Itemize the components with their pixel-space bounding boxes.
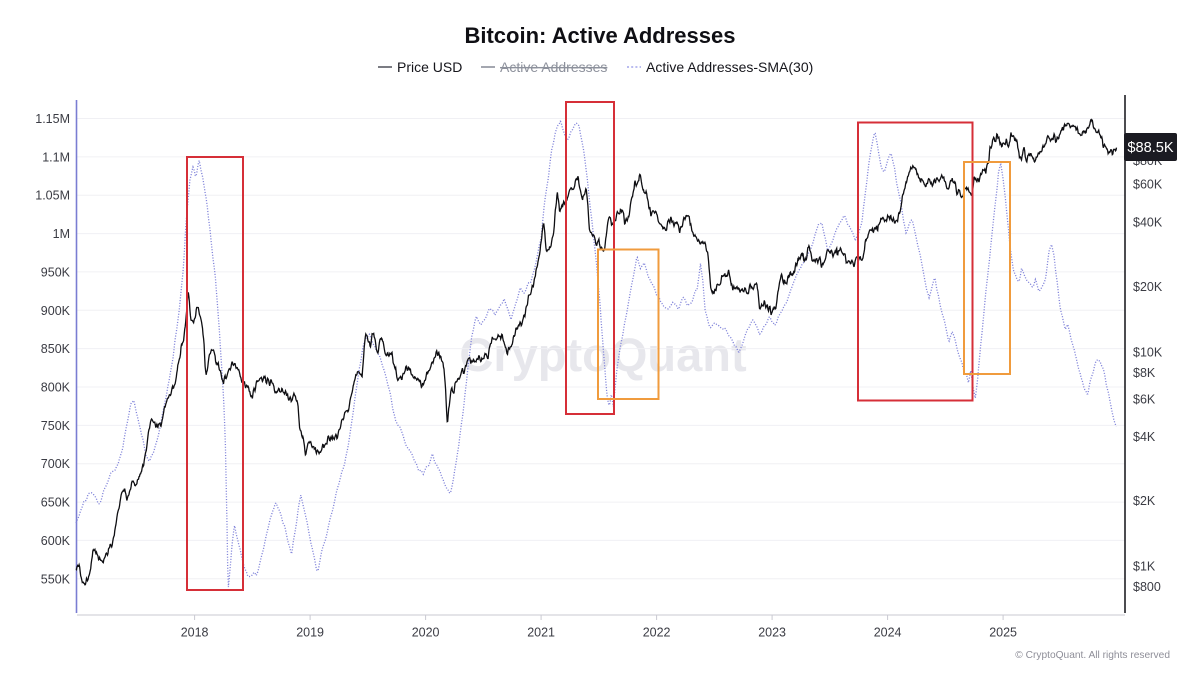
svg-text:2021: 2021 — [527, 626, 555, 640]
svg-text:700K: 700K — [41, 457, 71, 471]
svg-text:2019: 2019 — [296, 626, 324, 640]
svg-text:550K: 550K — [41, 572, 71, 586]
svg-text:1M: 1M — [53, 227, 70, 241]
svg-text:$800: $800 — [1133, 580, 1161, 594]
svg-text:$10K: $10K — [1133, 346, 1163, 360]
svg-text:650K: 650K — [41, 496, 71, 510]
svg-text:800K: 800K — [41, 381, 71, 395]
svg-text:900K: 900K — [41, 304, 71, 318]
svg-text:$8K: $8K — [1133, 366, 1156, 380]
svg-text:$20K: $20K — [1133, 280, 1163, 294]
svg-text:$4K: $4K — [1133, 430, 1156, 444]
svg-text:Price USD: Price USD — [397, 59, 462, 75]
svg-text:950K: 950K — [41, 265, 71, 279]
svg-text:Active Addresses: Active Addresses — [500, 59, 607, 75]
svg-text:Active Addresses-SMA(30): Active Addresses-SMA(30) — [646, 59, 813, 75]
svg-text:2018: 2018 — [181, 626, 209, 640]
svg-text:1.15M: 1.15M — [35, 112, 70, 126]
svg-text:$40K: $40K — [1133, 216, 1163, 230]
svg-text:$2K: $2K — [1133, 494, 1156, 508]
svg-text:2020: 2020 — [412, 626, 440, 640]
svg-text:$6K: $6K — [1133, 393, 1156, 407]
svg-text:1.1M: 1.1M — [42, 150, 70, 164]
svg-text:850K: 850K — [41, 342, 71, 356]
svg-text:$88.5K: $88.5K — [1127, 140, 1174, 156]
svg-text:Bitcoin: Active Addresses: Bitcoin: Active Addresses — [464, 23, 735, 48]
svg-text:2022: 2022 — [643, 626, 671, 640]
svg-text:1.05M: 1.05M — [35, 189, 70, 203]
svg-text:2023: 2023 — [758, 626, 786, 640]
svg-text:600K: 600K — [41, 534, 71, 548]
svg-text:$60K: $60K — [1133, 178, 1163, 192]
svg-text:$1K: $1K — [1133, 560, 1156, 574]
svg-text:2024: 2024 — [874, 626, 902, 640]
svg-text:© CryptoQuant. All rights rese: © CryptoQuant. All rights reserved — [1015, 650, 1170, 661]
svg-text:2025: 2025 — [989, 626, 1017, 640]
svg-text:750K: 750K — [41, 419, 71, 433]
